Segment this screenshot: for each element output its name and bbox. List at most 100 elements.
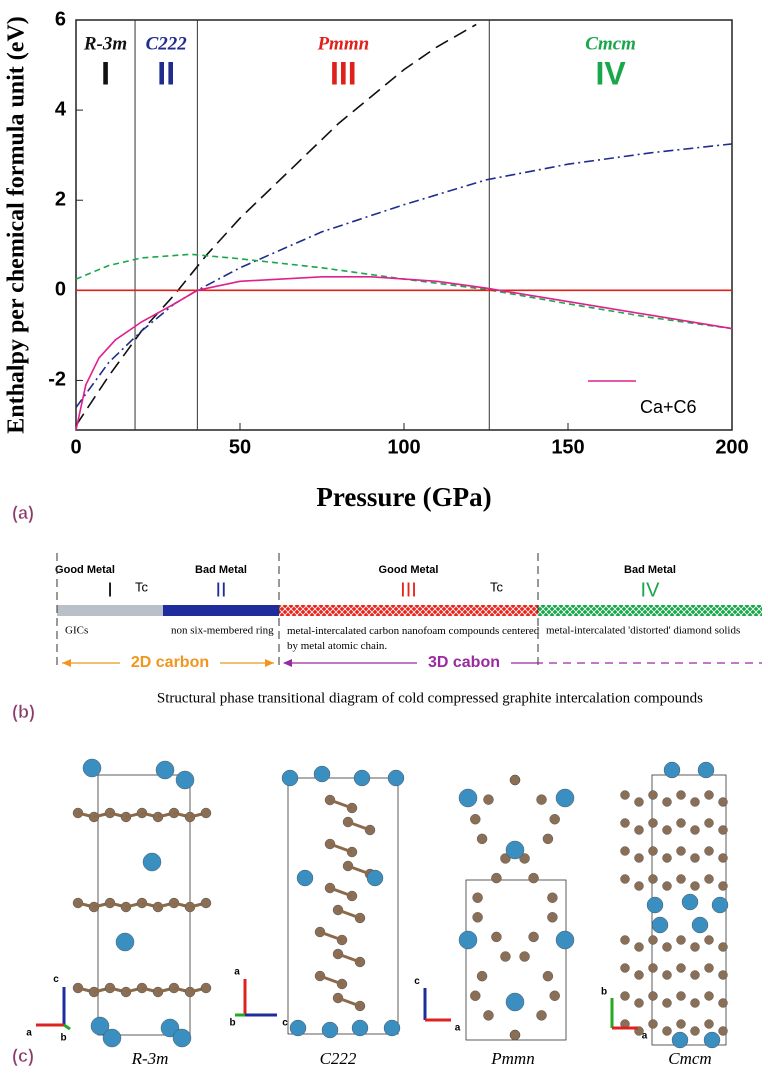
bond	[337, 952, 361, 964]
atom	[505, 992, 525, 1012]
description-line: by metal atomic chain.	[287, 640, 387, 652]
conductivity: Bad Metal	[624, 564, 676, 576]
atom	[646, 896, 664, 914]
panel-label: (c)	[12, 1046, 34, 1066]
atom	[483, 1010, 494, 1021]
bond	[329, 798, 353, 810]
atom	[172, 1028, 192, 1048]
atom	[711, 896, 729, 914]
atom	[634, 825, 644, 835]
y-tick-label: 0	[55, 279, 66, 301]
phase-name: Cmcm	[585, 33, 636, 54]
axis-label: c	[414, 976, 420, 987]
atom	[648, 818, 658, 828]
arrow-label: 3D cabon	[428, 654, 500, 671]
atom	[509, 1029, 521, 1041]
description: GICs	[65, 625, 88, 637]
series-line	[75, 23, 477, 426]
atom	[505, 840, 525, 860]
atom	[676, 846, 686, 856]
atom	[671, 1031, 689, 1049]
atom	[648, 846, 658, 856]
axis-label: a	[455, 1023, 461, 1034]
axis-label: b	[601, 987, 607, 998]
atom	[648, 963, 658, 973]
description: non six-membered ring	[171, 625, 274, 637]
atom	[200, 982, 212, 994]
axis-label: a	[26, 1028, 32, 1039]
y-tick-label: 2	[55, 189, 66, 211]
legend-label: Ca+C6	[640, 397, 697, 417]
series-line	[75, 253, 733, 330]
conductivity: Good Metal	[55, 564, 115, 576]
atom	[690, 797, 700, 807]
atom	[491, 931, 502, 943]
structure-name: R-3m	[131, 1049, 169, 1068]
phase-numeral: I	[101, 55, 110, 91]
atom	[690, 825, 700, 835]
atom	[536, 1010, 547, 1021]
atom	[704, 846, 714, 856]
phase-name: R-3m	[83, 33, 127, 54]
atom	[160, 1018, 180, 1038]
atom	[648, 1019, 658, 1029]
phase-name: Pmmn	[316, 33, 369, 54]
atom	[704, 963, 714, 973]
series-line	[75, 276, 733, 431]
atom	[500, 951, 511, 962]
atom	[82, 758, 102, 778]
x-tick-label: 200	[715, 436, 748, 458]
atom	[542, 970, 554, 982]
atom	[321, 1021, 339, 1039]
atom	[470, 990, 481, 1001]
atom	[281, 769, 299, 787]
atom	[509, 774, 521, 786]
atom	[676, 1019, 686, 1029]
atom	[620, 963, 630, 973]
phase-numeral: II	[157, 55, 175, 91]
axis-label: a	[234, 966, 240, 977]
atom	[676, 874, 686, 884]
bond	[347, 864, 371, 876]
axis-label: b	[229, 1018, 235, 1029]
atom	[500, 853, 511, 864]
atom	[648, 874, 658, 884]
atom	[676, 963, 686, 973]
atom	[519, 951, 530, 962]
atom	[200, 897, 212, 909]
atom	[472, 912, 483, 923]
atom	[648, 935, 658, 945]
description: metal-intercalated carbon nanofoam compo…	[287, 625, 540, 652]
atom	[662, 853, 672, 863]
atom	[690, 853, 700, 863]
arrow-label-bg	[417, 654, 511, 672]
atom	[549, 814, 560, 825]
phase-bar	[163, 605, 279, 616]
atom	[704, 874, 714, 884]
phase-numeral: II	[215, 579, 226, 601]
atom	[634, 970, 644, 980]
phase-name: C222	[146, 33, 188, 54]
atom	[547, 912, 558, 923]
atom	[620, 818, 630, 828]
atom	[662, 942, 672, 952]
atom	[662, 881, 672, 891]
atom	[476, 833, 488, 845]
atom	[704, 818, 714, 828]
axis-label: a	[642, 1031, 648, 1042]
atom	[366, 869, 384, 887]
phase-numeral: I	[107, 579, 113, 601]
atom	[634, 853, 644, 863]
atom	[387, 769, 405, 787]
panel-label: (b)	[12, 702, 35, 722]
phase-numeral: IV	[641, 579, 661, 601]
atom	[102, 1028, 122, 1048]
atom	[353, 769, 371, 787]
atom	[690, 970, 700, 980]
atom	[690, 942, 700, 952]
unit-cell	[287, 777, 399, 1035]
axis-label: c	[53, 974, 59, 985]
atom	[718, 797, 728, 807]
atom	[634, 942, 644, 952]
bond	[329, 886, 353, 898]
